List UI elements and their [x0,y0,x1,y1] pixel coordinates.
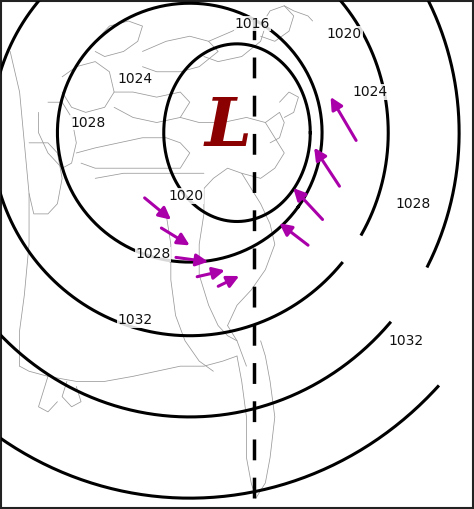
Text: L: L [204,95,251,160]
Text: 1024: 1024 [118,72,153,87]
Text: 1020: 1020 [168,189,204,203]
Text: 1032: 1032 [388,334,423,348]
Text: 1016: 1016 [235,16,270,31]
Text: 1028: 1028 [136,247,171,262]
Text: 1028: 1028 [395,197,430,211]
Text: 1024: 1024 [353,85,388,99]
Text: 1032: 1032 [118,314,153,327]
Text: 1028: 1028 [71,116,106,129]
Text: 1020: 1020 [327,26,362,41]
